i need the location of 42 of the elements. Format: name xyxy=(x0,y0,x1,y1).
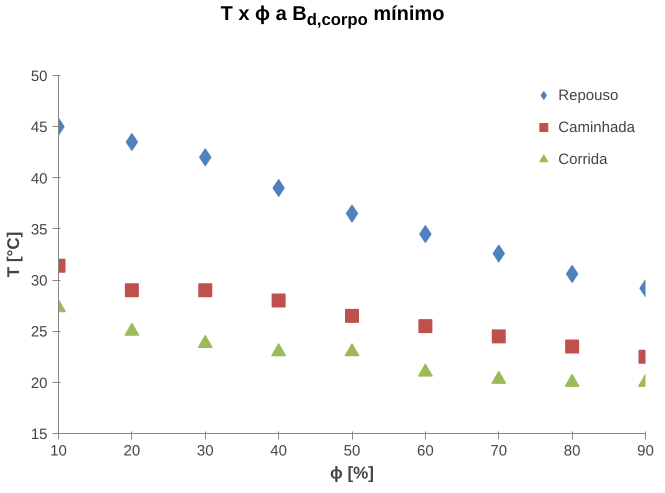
x-tick-label: 20 xyxy=(124,442,140,460)
legend-label: Corrida xyxy=(558,150,608,168)
point xyxy=(566,264,578,283)
y-tick-label: 25 xyxy=(30,324,48,341)
x-tick-label: 50 xyxy=(344,442,360,460)
x-axis-title: ϕ [%] xyxy=(330,464,374,482)
chart-title: T x ϕ a B$_{d,corpo}$ mínimo xyxy=(220,2,446,31)
point xyxy=(198,334,213,348)
y-tick-label: 35 xyxy=(30,221,48,238)
point xyxy=(491,370,506,384)
point xyxy=(272,294,286,308)
x-tick-label: 10 xyxy=(50,442,67,460)
point xyxy=(124,283,139,298)
point xyxy=(198,283,212,298)
point xyxy=(272,179,285,198)
point xyxy=(418,364,433,377)
point xyxy=(419,225,432,244)
x-tick-label: 80 xyxy=(564,442,580,460)
point xyxy=(564,374,580,387)
point xyxy=(124,322,140,336)
y-tick-label: 20 xyxy=(30,374,48,392)
point xyxy=(345,308,359,323)
point xyxy=(344,343,360,356)
point xyxy=(126,132,138,151)
point xyxy=(271,343,286,356)
x-tick-label: 30 xyxy=(196,442,214,460)
x-tick-label: 60 xyxy=(417,442,434,460)
point xyxy=(492,329,506,344)
y-tick-label: 40 xyxy=(30,170,48,188)
legend-label: Caminhada xyxy=(558,118,635,136)
y-tick-label: 50 xyxy=(30,68,48,85)
point xyxy=(418,319,432,334)
point xyxy=(346,204,358,223)
y-axis-title: T [°C] xyxy=(4,232,23,278)
point xyxy=(565,340,580,354)
x-tick-label: 40 xyxy=(270,442,287,460)
y-tick-label: 15 xyxy=(30,426,48,443)
x-tick-label: 90 xyxy=(637,442,654,460)
legend-label: Repouso xyxy=(558,86,618,104)
y-tick-label: 30 xyxy=(30,272,48,290)
x-tick-label: 70 xyxy=(490,442,508,460)
y-tick-label: 45 xyxy=(30,119,48,136)
